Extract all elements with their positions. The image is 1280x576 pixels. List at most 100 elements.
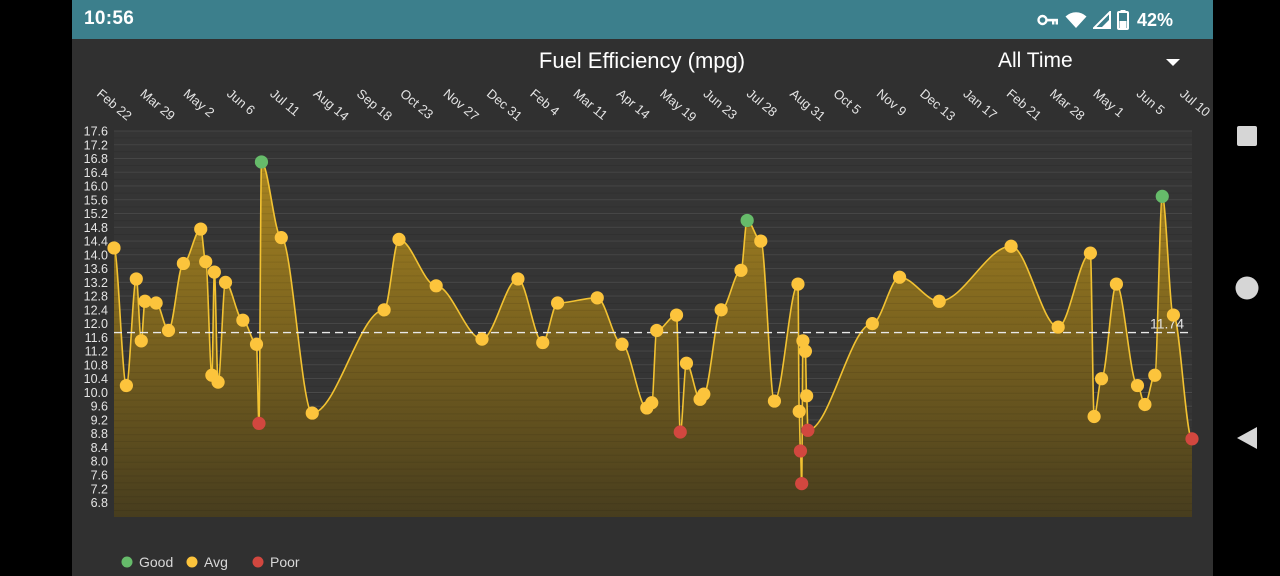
x-tick-label: Jul 11 [267, 86, 302, 119]
left-screen-edge [0, 0, 72, 576]
data-point-avg [1087, 409, 1101, 424]
recents-square-icon[interactable] [1236, 125, 1258, 147]
back-triangle-icon[interactable] [1236, 426, 1258, 450]
legend-marker-good [121, 556, 133, 568]
home-circle-icon[interactable] [1235, 276, 1259, 300]
data-point-avg [536, 335, 550, 350]
x-axis-tick-labels: Feb 22 Mar 29 May 2 Jun 6 Jul 11 Aug 14 Sep 18… [94, 86, 1213, 125]
data-point-avg [645, 396, 659, 410]
status-time: 10:56 [84, 8, 135, 29]
data-point-avg [865, 317, 879, 331]
y-tick-label: 10.4 [84, 372, 108, 386]
legend-label: Good [139, 554, 173, 570]
y-tick-label: 14.4 [84, 235, 108, 249]
data-point-avg [119, 378, 133, 393]
y-tick-label: 12.8 [84, 290, 108, 304]
data-point-avg [697, 387, 711, 401]
data-point-avg [161, 323, 176, 338]
data-point-avg [754, 234, 768, 248]
y-tick-label: 8.0 [91, 455, 108, 469]
data-point-good [254, 155, 269, 169]
y-tick-label: 10.0 [84, 386, 108, 400]
range-dropdown[interactable]: All Time [998, 49, 1180, 72]
navigation-bar [1213, 0, 1280, 576]
y-tick-label: 11.6 [85, 331, 108, 345]
data-point-avg [1083, 246, 1097, 260]
home-button[interactable] [1213, 276, 1280, 300]
data-point-avg [798, 344, 813, 358]
data-point-avg [274, 231, 288, 245]
efficiency-area [114, 162, 1192, 517]
status-bar: 10:56 42% [72, 0, 1213, 39]
y-tick-label: 11.2 [85, 345, 108, 359]
data-point-avg [236, 313, 250, 327]
y-tick-label: 9.2 [91, 413, 108, 427]
chevron-down-icon[interactable] [1166, 59, 1180, 66]
recents-button[interactable] [1213, 125, 1280, 147]
data-point-avg [800, 389, 814, 403]
chart-legend: Good Avg Poor [121, 554, 300, 570]
cell-signal-icon [1092, 11, 1111, 29]
data-point-avg [1109, 277, 1124, 291]
y-tick-label: 8.8 [91, 427, 108, 441]
data-point-avg [129, 272, 143, 286]
x-tick-label: Jun 23 [701, 86, 741, 123]
x-tick-label: Jun 6 [224, 86, 258, 118]
data-point-avg [1051, 320, 1065, 334]
data-point-avg [107, 241, 121, 255]
data-point-avg [932, 294, 946, 308]
y-tick-label: 12.0 [84, 317, 108, 331]
data-point-avg [550, 296, 565, 310]
back-button[interactable] [1213, 426, 1280, 450]
x-tick-label: Jul 28 [744, 86, 780, 120]
range-selector-label[interactable]: All Time [998, 49, 1073, 72]
data-point-avg [511, 272, 525, 286]
data-point-good [1155, 189, 1169, 203]
data-point-avg [138, 294, 152, 308]
y-tick-label: 15.6 [84, 193, 108, 207]
data-point-avg [1166, 308, 1181, 322]
data-point-avg [194, 222, 208, 236]
data-point-avg [679, 356, 694, 370]
battery-percent: 42% [1136, 9, 1173, 30]
data-point-avg [792, 404, 806, 418]
x-tick-label: Mar 28 [1047, 86, 1088, 124]
data-point-avg [1094, 372, 1109, 386]
y-axis-tick-labels: 6.87.27.68.08.48.89.29.610.010.410.811.2… [84, 125, 108, 511]
data-point-poor [795, 477, 809, 491]
data-point-avg [892, 270, 907, 284]
data-point-poor [1185, 432, 1199, 446]
legend-marker-avg [186, 556, 198, 568]
y-tick-label: 16.4 [84, 166, 108, 180]
x-tick-label: Jun 5 [1134, 86, 1168, 118]
x-tick-label: Aug 14 [311, 86, 352, 124]
x-tick-label: Nov 27 [441, 86, 482, 124]
app-screen: 10:56 42% [72, 0, 1213, 576]
y-tick-label: 8.4 [91, 441, 108, 455]
legend-label: Avg [204, 554, 228, 570]
x-tick-label: May 2 [181, 86, 218, 120]
x-tick-label: Jan 17 [960, 86, 1000, 123]
data-point-poor [793, 444, 808, 458]
x-tick-label: May 1 [1090, 86, 1127, 120]
data-point-avg [149, 296, 163, 310]
x-tick-label: Dec 31 [484, 86, 525, 124]
data-point-avg [176, 256, 190, 271]
data-point-avg [796, 334, 810, 348]
data-point-avg [392, 232, 406, 246]
wifi-icon [1065, 12, 1087, 28]
y-tick-label: 12.4 [84, 303, 108, 317]
y-tick-label: 14.0 [84, 248, 108, 262]
x-tick-label: Aug 31 [787, 86, 828, 124]
data-point-poor [673, 425, 687, 439]
data-point-avg [791, 277, 805, 291]
y-tick-label: 13.6 [84, 262, 108, 276]
y-tick-label: 14.8 [84, 221, 108, 235]
x-tick-label: Mar 11 [571, 86, 611, 123]
data-point-avg [429, 279, 443, 293]
y-tick-label: 6.8 [91, 496, 108, 510]
data-point-avg [767, 394, 782, 408]
data-point-avg [615, 337, 629, 351]
fuel-efficiency-chart: Fuel Efficiency (mpg) All Time Feb 22 Mar… [84, 48, 1213, 570]
y-tick-label: 17.2 [84, 138, 108, 152]
